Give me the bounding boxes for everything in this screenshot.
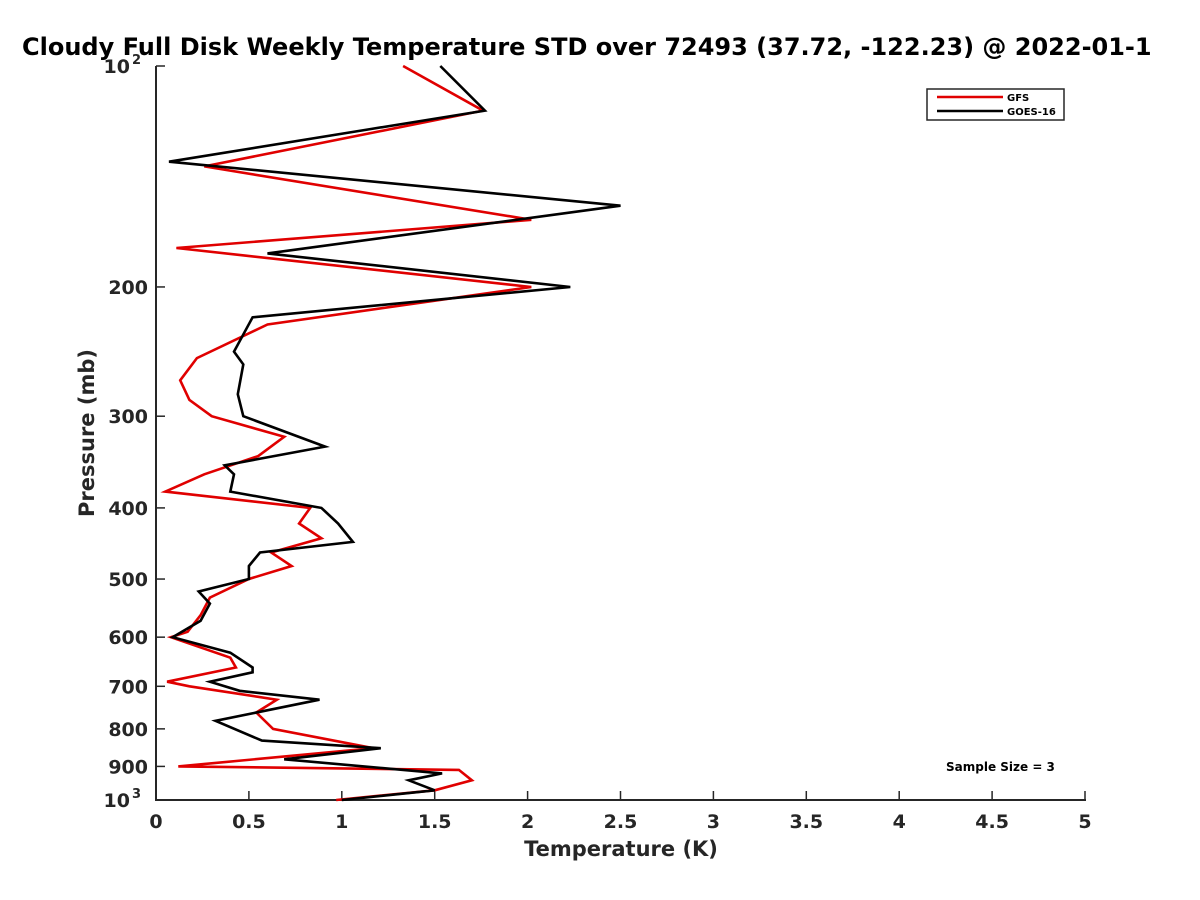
sample-size-annotation: Sample Size = 3 bbox=[946, 760, 1055, 774]
y-tick-exponent: 2 bbox=[132, 53, 141, 68]
x-axis-label: Temperature (K) bbox=[524, 837, 718, 861]
y-tick-label: 800 bbox=[108, 719, 148, 741]
y-tick-label: 500 bbox=[108, 569, 148, 591]
x-tick-label: 4.5 bbox=[975, 811, 1009, 833]
x-tick-label: 2 bbox=[521, 811, 534, 833]
y-tick-label: 700 bbox=[108, 676, 148, 698]
x-tick-label: 3.5 bbox=[789, 811, 823, 833]
x-tick-label: 4 bbox=[893, 811, 906, 833]
series-line-goes-16 bbox=[168, 65, 621, 802]
series-line-gfs bbox=[160, 64, 532, 802]
chart-title: Cloudy Full Disk Weekly Temperature STD … bbox=[22, 33, 1152, 61]
x-tick-label: 1 bbox=[335, 811, 348, 833]
y-tick-label: 900 bbox=[108, 756, 148, 778]
y-tick-label: 10 bbox=[104, 790, 130, 812]
x-axis-ticks: 0 0.5 1 1.5 2 2.5 3 3.5 4 4.5 5 bbox=[149, 791, 1092, 833]
y-tick-label: 10 bbox=[104, 56, 130, 78]
x-tick-label: 5 bbox=[1078, 811, 1091, 833]
legend-box bbox=[926, 88, 1065, 121]
series-lines bbox=[160, 64, 621, 802]
axes bbox=[155, 66, 1086, 801]
x-tick-label: 3 bbox=[707, 811, 720, 833]
y-tick-label: 400 bbox=[108, 498, 148, 520]
x-tick-label: 0.5 bbox=[232, 811, 266, 833]
legend-label-gfs: GFS bbox=[1007, 93, 1029, 104]
legend-label-goes16: GOES-16 bbox=[1007, 107, 1056, 118]
y-axis-label: Pressure (mb) bbox=[75, 349, 99, 517]
legend: GFS GOES-16 bbox=[926, 88, 1065, 121]
y-tick-exponent: 3 bbox=[132, 787, 141, 802]
y-tick-label: 200 bbox=[108, 277, 148, 299]
x-tick-label: 1.5 bbox=[418, 811, 452, 833]
x-tick-label: 2.5 bbox=[604, 811, 638, 833]
x-tick-label: 0 bbox=[149, 811, 162, 833]
y-tick-label: 300 bbox=[108, 406, 148, 428]
y-tick-label: 600 bbox=[108, 627, 148, 649]
